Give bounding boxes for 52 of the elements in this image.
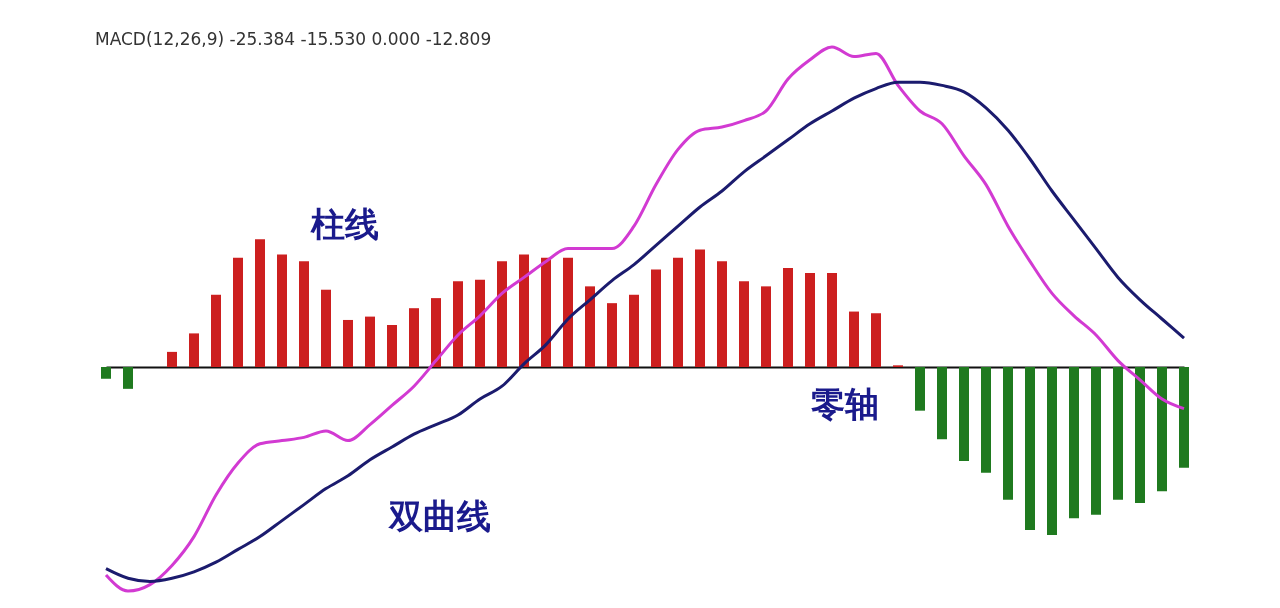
bar [761, 286, 771, 367]
bar [1113, 367, 1123, 500]
bar [915, 367, 925, 411]
bar [1025, 367, 1035, 530]
bar [255, 239, 265, 367]
bar [277, 254, 287, 367]
bar [475, 279, 485, 367]
bar [299, 261, 309, 367]
bar [409, 308, 419, 367]
bar [123, 367, 133, 389]
bar [343, 319, 353, 367]
bar [871, 313, 881, 367]
bar [1047, 367, 1057, 535]
bar [387, 325, 397, 367]
bar [1091, 367, 1101, 515]
bar [211, 294, 221, 367]
bar [585, 286, 595, 367]
annotation: 双曲线 [388, 496, 491, 536]
bar [959, 367, 969, 462]
bar [233, 257, 243, 367]
bar [453, 281, 463, 367]
bar [1003, 367, 1013, 500]
bar [695, 249, 705, 367]
bar [783, 267, 793, 367]
bar [1179, 367, 1189, 468]
bar [849, 311, 859, 367]
bar [607, 303, 617, 367]
bar [167, 351, 177, 367]
bar [651, 269, 661, 367]
bar [981, 367, 991, 473]
bar [321, 289, 331, 367]
bar [101, 367, 111, 379]
bar [717, 261, 727, 367]
bar [1135, 367, 1145, 504]
bar [541, 257, 551, 367]
chart-title: MACD(12,26,9) -25.384 -15.530 0.000 -12.809 [95, 29, 492, 49]
bar [805, 272, 815, 367]
bar [563, 257, 573, 367]
bar [827, 272, 837, 367]
bar [189, 333, 199, 367]
bar [629, 294, 639, 367]
bar [497, 261, 507, 367]
annotation: 零轴 [811, 384, 879, 424]
annotation: 柱线 [310, 204, 379, 244]
bar [431, 298, 441, 367]
bar [937, 367, 947, 440]
bar [673, 257, 683, 367]
bar [1157, 367, 1167, 492]
bar [519, 254, 529, 367]
bar [1069, 367, 1079, 519]
bar [365, 316, 375, 367]
bar [739, 281, 749, 367]
